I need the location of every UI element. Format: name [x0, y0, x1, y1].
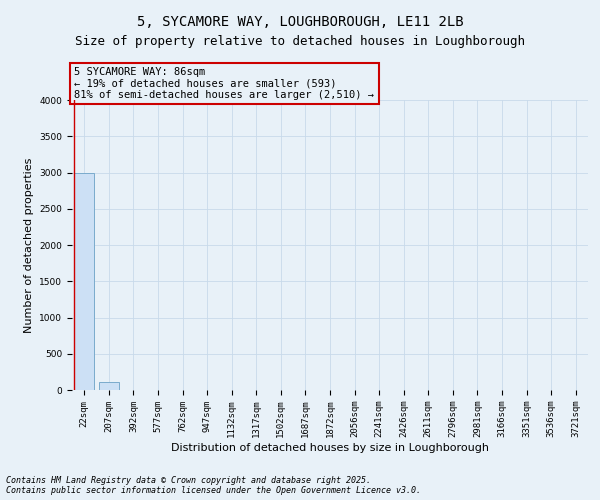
X-axis label: Distribution of detached houses by size in Loughborough: Distribution of detached houses by size …: [171, 443, 489, 453]
Bar: [74, 172, 94, 390]
Text: Size of property relative to detached houses in Loughborough: Size of property relative to detached ho…: [75, 35, 525, 48]
Text: 5 SYCAMORE WAY: 86sqm
← 19% of detached houses are smaller (593)
81% of semi-det: 5 SYCAMORE WAY: 86sqm ← 19% of detached …: [74, 67, 374, 100]
Y-axis label: Number of detached properties: Number of detached properties: [24, 158, 34, 332]
Text: Contains HM Land Registry data © Crown copyright and database right 2025.: Contains HM Land Registry data © Crown c…: [6, 476, 371, 485]
Text: Contains public sector information licensed under the Open Government Licence v3: Contains public sector information licen…: [6, 486, 421, 495]
Bar: [99, 382, 119, 390]
Text: 5, SYCAMORE WAY, LOUGHBOROUGH, LE11 2LB: 5, SYCAMORE WAY, LOUGHBOROUGH, LE11 2LB: [137, 15, 463, 29]
